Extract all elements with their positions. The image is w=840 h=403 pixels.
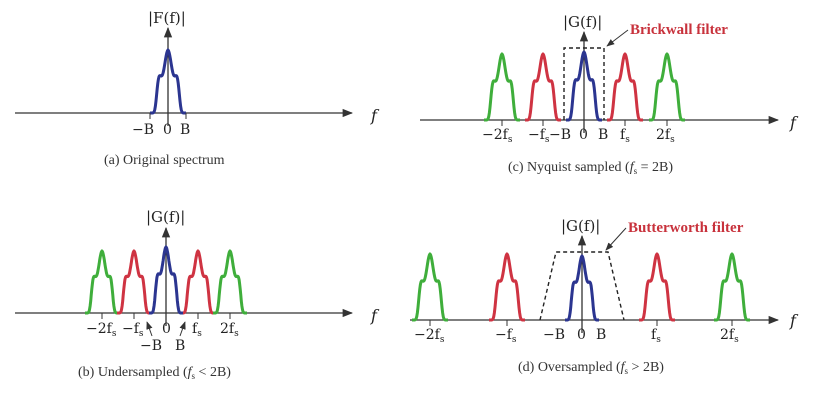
panel-c-replica-minus-fs	[524, 52, 562, 122]
panel-d-replica-minus-fs	[488, 252, 526, 322]
panel-d-tick-minus-2fs: −2fs	[414, 327, 445, 345]
panel-b-b-pointer	[179, 321, 186, 337]
panel-c-tick-minus-b: −B	[549, 127, 571, 143]
panel-b-baseband-spectrum	[148, 245, 184, 315]
panel-c-y-label: |G(f)|	[563, 13, 602, 31]
panel-b-label-b: B	[175, 338, 185, 354]
panel-d-tick-zero: 0	[577, 327, 586, 343]
panel-d-y-label: |G(f)|	[561, 217, 600, 235]
panel-d-tick-2fs: 2fs	[720, 327, 739, 345]
panel-d-caption: (d) Oversampled (fs > 2B)	[518, 360, 664, 376]
panel-a-baseband-spectrum	[149, 48, 187, 115]
panel-b-replica-plus-fs	[180, 249, 216, 315]
panel-c-tick-b: B	[598, 127, 608, 143]
panel-c-x-label: f	[789, 113, 799, 132]
panel-c-tick-zero: 0	[579, 127, 588, 143]
panel-c-tick-minus-fs: −fs	[528, 127, 550, 145]
panel-d-tick-b: B	[596, 327, 606, 343]
panel-c-caption: (c) Nyquist sampled (fs = 2B)	[508, 160, 673, 176]
panel-a: |F(f)| f −B 0 B (a) Original spectrum	[15, 9, 380, 168]
panel-c-replica-minus-2fs	[483, 52, 521, 122]
panel-d-tick-minus-fs: −fs	[495, 327, 517, 345]
panel-b-x-label: f	[370, 306, 380, 325]
panel-d-baseband-spectrum	[564, 254, 600, 322]
panel-b-replica-minus-fs	[116, 249, 152, 315]
panel-d-filter-pointer	[605, 227, 627, 251]
panel-c-brickwall-filter	[563, 47, 605, 120]
panel-a-x-label: f	[370, 106, 380, 125]
panel-b-replica-minus-2fs	[84, 249, 120, 315]
panel-b-tick-fs: fs	[192, 321, 202, 339]
panel-d-replica-plus-2fs	[713, 252, 751, 322]
panel-d-butterworth-filter	[539, 251, 625, 321]
panel-b-tick-zero: 0	[162, 321, 171, 337]
panel-a-caption: (a) Original spectrum	[104, 153, 225, 168]
panel-a-tick-b: B	[180, 122, 190, 138]
panel-c-filter-pointer	[606, 29, 629, 47]
panel-c-replica-plus-2fs	[648, 52, 686, 122]
panel-b-minus-b-pointer	[146, 321, 153, 337]
panel-b-caption: (b) Undersampled (fs < 2B)	[78, 365, 231, 381]
panel-d-replica-plus-fs	[638, 252, 676, 322]
panel-b-tick-2fs: 2fs	[220, 321, 239, 339]
panel-c-tick-fs: fs	[620, 127, 630, 145]
panel-d-tick-fs: fs	[651, 327, 661, 345]
panel-c-tick-minus-2fs: −2fs	[482, 127, 513, 145]
panel-c-filter-label: Brickwall filter	[630, 22, 728, 38]
panel-d-replica-minus-2fs	[411, 252, 449, 322]
panel-d-tick-minus-b: −B	[543, 327, 565, 343]
panel-c-replica-plus-fs	[606, 52, 644, 122]
panel-c: |G(f)| Brickwall filter f −2fs −fs −B 0 …	[420, 13, 799, 176]
panel-d: |G(f)| Butterworth filter f −2fs −fs −B …	[410, 217, 799, 376]
panel-c-tick-2fs: 2fs	[656, 127, 675, 145]
panel-b: |G(f)| f −2fs −fs 0 fs 2fs −B B (b) Unde…	[15, 208, 380, 381]
panel-d-x-label: f	[789, 311, 799, 330]
panel-b-tick-minus-fs: −fs	[122, 321, 144, 339]
panel-a-tick-minus-b: −B	[132, 122, 154, 138]
panel-b-y-label: |G(f)|	[146, 208, 185, 226]
panel-d-filter-label: Butterworth filter	[628, 220, 744, 236]
panel-c-baseband-spectrum	[565, 50, 603, 122]
panel-a-y-label: |F(f)|	[148, 9, 186, 27]
panel-b-replica-plus-2fs	[212, 249, 248, 315]
panel-a-tick-zero: 0	[163, 122, 172, 138]
panel-b-label-minus-b: −B	[140, 338, 162, 354]
panel-b-tick-minus-2fs: −2fs	[86, 321, 117, 339]
